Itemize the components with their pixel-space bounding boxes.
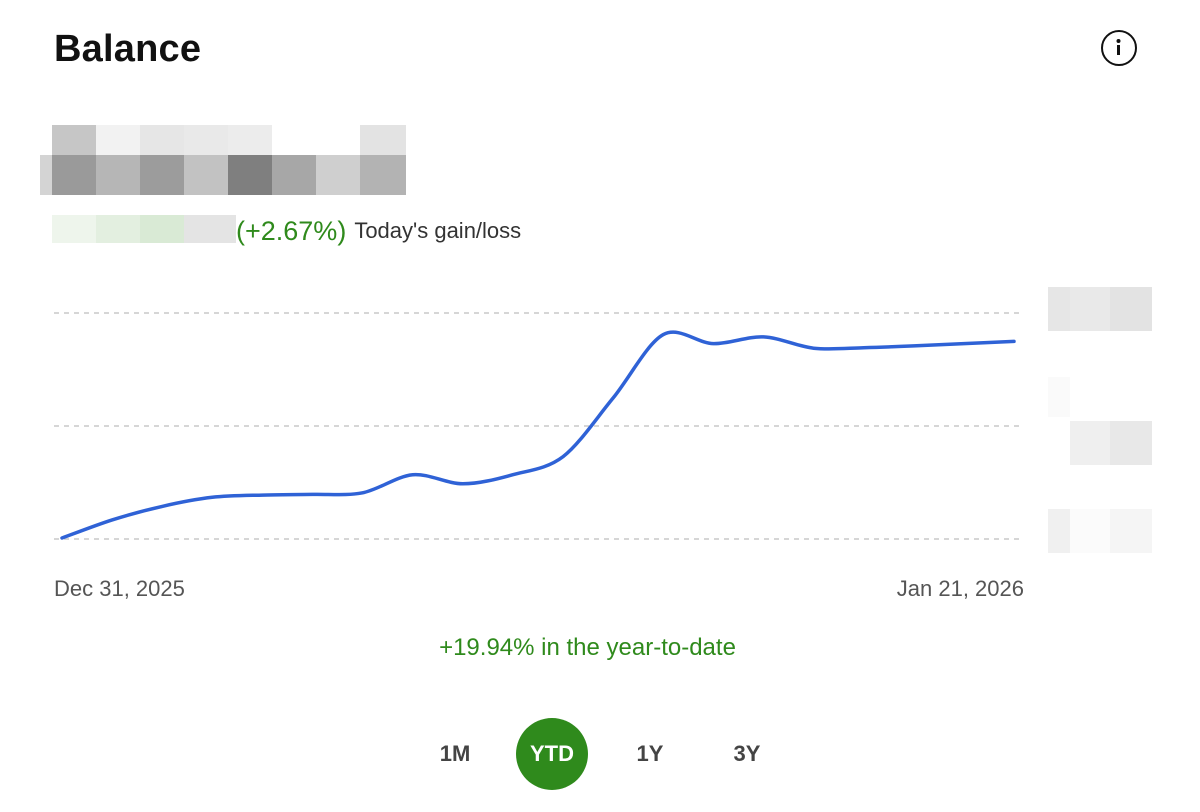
range-1y-button[interactable]: 1Y bbox=[636, 741, 664, 766]
y-axis-label-bottom-redacted bbox=[1048, 509, 1152, 553]
todays-gain-label: Today's gain/loss bbox=[354, 218, 522, 243]
range-3y-button[interactable]: 3Y bbox=[733, 741, 761, 766]
page-title: Balance bbox=[54, 28, 202, 70]
x-axis-start-label: Dec 31, 2025 bbox=[54, 576, 185, 601]
todays-gain-row: (+2.67%) Today's gain/loss bbox=[236, 214, 521, 248]
y-axis-label-middle-redacted bbox=[1048, 377, 1152, 465]
gain-amount-redacted bbox=[52, 215, 236, 243]
todays-gain-percent: (+2.67%) bbox=[236, 215, 347, 246]
range-1m-button[interactable]: 1M bbox=[439, 741, 471, 766]
ytd-summary: +19.94% in the year-to-date bbox=[0, 634, 1200, 662]
range-ytd-button[interactable]: YTD bbox=[516, 718, 588, 790]
ytd-summary-text: +19.94% in the year-to-date bbox=[439, 634, 736, 661]
balance-amount-redacted bbox=[40, 125, 406, 195]
y-axis-label-top-redacted bbox=[1048, 287, 1152, 331]
series-line bbox=[60, 330, 1016, 540]
x-axis-end-label: Jan 21, 2026 bbox=[896, 576, 1024, 601]
info-icon[interactable] bbox=[1101, 30, 1137, 66]
info-glyph bbox=[1116, 39, 1121, 55]
chart-grid bbox=[54, 312, 1022, 540]
